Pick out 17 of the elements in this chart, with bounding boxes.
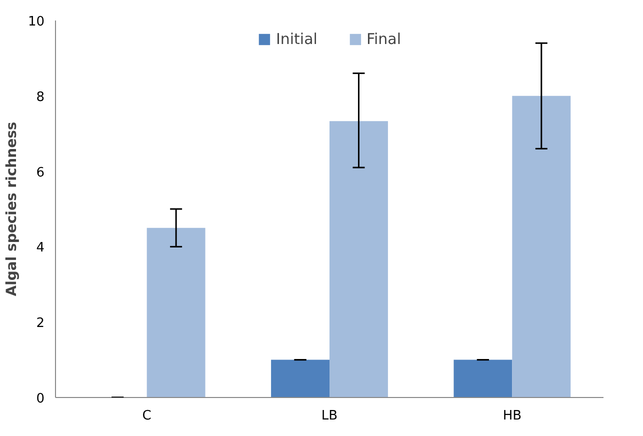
- y-tick-label: 0: [36, 392, 45, 406]
- bar: [330, 121, 388, 398]
- y-tick-label: 10: [28, 14, 45, 30]
- bar: [454, 360, 512, 398]
- x-tick-label: C: [142, 408, 152, 424]
- legend-label: Final: [366, 30, 402, 48]
- y-axis-title: Algal species richness: [4, 122, 20, 296]
- y-tick-label: 6: [36, 165, 45, 180]
- x-tick-label: LB: [321, 408, 338, 424]
- y-tick-label: 2: [36, 316, 45, 332]
- y-tick-label: 8: [36, 90, 45, 105]
- bar: [146, 228, 206, 398]
- legend-label: Initial: [276, 30, 318, 48]
- x-tick-label: HB: [502, 408, 522, 424]
- bar: [512, 96, 571, 398]
- y-tick-label: 4: [36, 240, 45, 256]
- bar: [271, 360, 330, 398]
